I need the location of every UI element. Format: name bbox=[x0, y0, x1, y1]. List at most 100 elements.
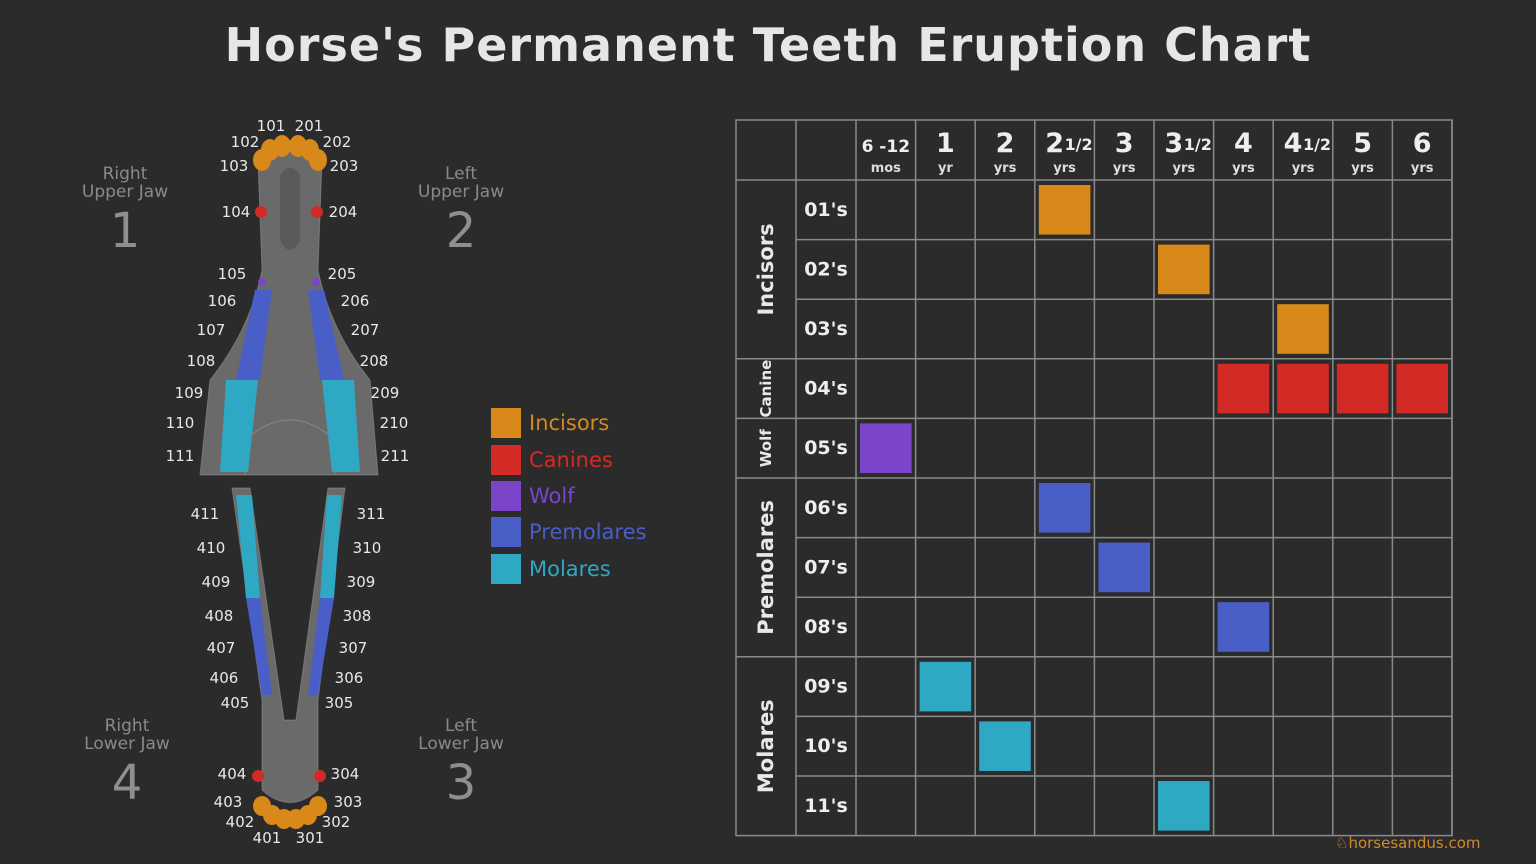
eruption-mark bbox=[1038, 185, 1091, 235]
group-label: Incisors bbox=[754, 223, 778, 315]
eruption-mark bbox=[1396, 363, 1448, 414]
tooth-label: 407 bbox=[206, 639, 236, 657]
wolf-tooth bbox=[312, 278, 320, 286]
tooth-label: 108 bbox=[186, 352, 216, 370]
canine-tooth bbox=[311, 206, 323, 218]
canine-tooth bbox=[314, 770, 326, 782]
tooth-label: 209 bbox=[370, 384, 400, 402]
tooth-label: 102 bbox=[230, 133, 260, 151]
eruption-mark bbox=[979, 721, 1031, 771]
tooth-label: 107 bbox=[196, 321, 226, 339]
tooth-label: 105 bbox=[217, 265, 247, 283]
tooth-label: 406 bbox=[209, 669, 239, 687]
column-header-top: 2 bbox=[1045, 128, 1064, 159]
tooth-label: 110 bbox=[165, 414, 195, 432]
row-label: 11's bbox=[804, 795, 848, 817]
molar-teeth bbox=[220, 380, 258, 472]
column-header-top: 6 bbox=[1413, 128, 1432, 159]
legend-swatch bbox=[491, 480, 521, 511]
eruption-mark bbox=[1098, 542, 1150, 593]
tooth-label: 103 bbox=[219, 157, 249, 175]
group-label: Molares bbox=[754, 699, 778, 793]
tooth-label: 201 bbox=[294, 117, 324, 135]
quadrant-left-lower: Left Lower Jaw 3 bbox=[418, 716, 504, 811]
legend-swatch bbox=[491, 517, 521, 548]
tooth-label: 405 bbox=[220, 694, 250, 712]
tooth-label: 202 bbox=[322, 133, 352, 151]
row-label: 09's bbox=[804, 676, 848, 698]
column-header-top: 1 bbox=[936, 128, 955, 159]
column-header-fraction: 1/2 bbox=[1184, 135, 1212, 154]
row-label: 01's bbox=[804, 199, 848, 221]
molar-teeth bbox=[320, 495, 342, 598]
brand-logo: ♘horsesandus.com bbox=[1335, 834, 1481, 852]
premolar-teeth bbox=[308, 290, 344, 380]
column-header-unit: yrs bbox=[1053, 161, 1076, 176]
tooth-label: 401 bbox=[252, 829, 282, 847]
premolar-teeth bbox=[308, 598, 334, 695]
tooth-label: 106 bbox=[207, 292, 237, 310]
wolf-tooth bbox=[258, 278, 266, 286]
legend-item: Premolares bbox=[491, 514, 646, 550]
row-label: 06's bbox=[804, 497, 848, 519]
column-header-unit: yrs bbox=[1351, 161, 1374, 176]
premolar-teeth bbox=[246, 598, 272, 695]
tooth-label: 409 bbox=[201, 573, 231, 591]
row-label: 05's bbox=[804, 437, 848, 459]
tooth-label: 309 bbox=[346, 573, 376, 591]
eruption-mark bbox=[1217, 602, 1270, 652]
legend-label: Premolares bbox=[529, 520, 647, 545]
canine-tooth bbox=[252, 770, 264, 782]
tooth-label: 307 bbox=[338, 639, 368, 657]
legend-label: Canines bbox=[529, 447, 613, 472]
group-label: Canine bbox=[757, 360, 775, 418]
column-header-unit: yrs bbox=[1411, 161, 1434, 176]
legend-swatch bbox=[491, 553, 521, 584]
eruption-mark bbox=[860, 423, 912, 473]
tooth-label: 306 bbox=[334, 669, 364, 687]
row-label: 02's bbox=[804, 258, 848, 280]
tooth-label: 305 bbox=[324, 694, 354, 712]
legend: Incisors Canines Wolf Premolares Molares bbox=[491, 405, 646, 587]
tooth-label: 205 bbox=[327, 265, 357, 283]
incisor-tooth bbox=[273, 135, 291, 157]
quadrant-right-lower: Right Lower Jaw 4 bbox=[84, 716, 170, 811]
horse-logo-icon: ♘ bbox=[1335, 834, 1349, 852]
row-label: 10's bbox=[804, 735, 848, 757]
column-header-top: 4 bbox=[1234, 128, 1253, 159]
incisor-tooth bbox=[309, 796, 327, 816]
column-header-fraction: 1/2 bbox=[1065, 135, 1093, 154]
legend-item: Wolf bbox=[491, 478, 646, 514]
legend-label: Wolf bbox=[529, 483, 575, 508]
tooth-label: 411 bbox=[190, 505, 220, 523]
column-header-top: 4 bbox=[1284, 128, 1303, 159]
quadrant-left-upper: Left Upper Jaw 2 bbox=[417, 164, 505, 259]
column-header-top: 5 bbox=[1353, 128, 1372, 159]
row-label: 08's bbox=[804, 616, 848, 638]
column-header-top: 2 bbox=[996, 128, 1015, 159]
group-label: Wolf bbox=[757, 429, 775, 467]
tooth-label: 101 bbox=[256, 117, 286, 135]
legend-item: Canines bbox=[491, 441, 646, 477]
tooth-label: 208 bbox=[359, 352, 389, 370]
column-header-unit: mos bbox=[871, 161, 901, 176]
molar-teeth bbox=[236, 495, 260, 598]
eruption-mark bbox=[1217, 363, 1270, 414]
tooth-label: 211 bbox=[380, 447, 410, 465]
legend-label: Molares bbox=[529, 556, 611, 581]
tooth-label: 410 bbox=[196, 539, 226, 557]
legend-swatch bbox=[491, 408, 521, 439]
column-header-unit: yrs bbox=[1292, 161, 1315, 176]
legend-swatch bbox=[491, 444, 521, 475]
column-header-top: 3 bbox=[1164, 128, 1183, 159]
tooth-label: 207 bbox=[350, 321, 380, 339]
tooth-label: 404 bbox=[217, 765, 247, 783]
tooth-label: 302 bbox=[321, 813, 351, 831]
column-header-fraction: 1/2 bbox=[1303, 135, 1331, 154]
lower-jaw bbox=[231, 487, 346, 803]
row-label: 04's bbox=[804, 378, 848, 400]
legend-item: Molares bbox=[491, 551, 646, 587]
column-header-top: 6 -12 bbox=[862, 137, 910, 157]
row-label: 07's bbox=[804, 556, 848, 578]
